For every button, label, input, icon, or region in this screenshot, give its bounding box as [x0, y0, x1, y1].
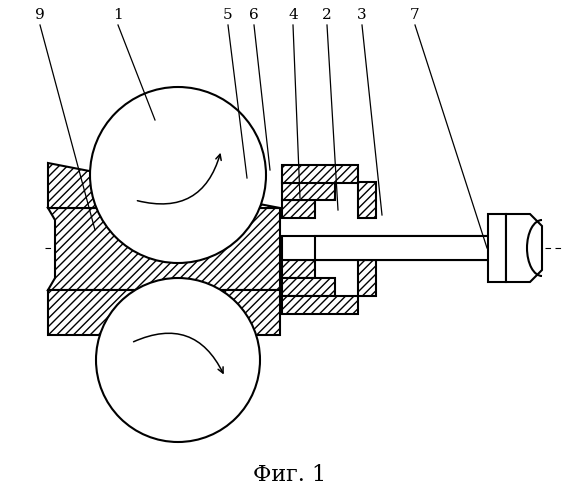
Polygon shape [506, 214, 542, 282]
Text: 7: 7 [410, 8, 420, 22]
Text: 2: 2 [322, 8, 332, 22]
Bar [358, 182, 376, 218]
Text: 5: 5 [223, 8, 233, 22]
Bar [282, 236, 490, 260]
Text: 4: 4 [288, 8, 298, 22]
Bar [315, 236, 490, 260]
Text: 1: 1 [113, 8, 123, 22]
Bar [282, 200, 315, 218]
Circle shape [96, 278, 260, 442]
Bar [282, 182, 335, 200]
Bar [282, 296, 358, 314]
Polygon shape [48, 290, 280, 335]
Polygon shape [48, 208, 280, 290]
Bar [358, 260, 376, 296]
Text: Фиг. 1: Фиг. 1 [254, 464, 327, 486]
Bar [488, 214, 506, 282]
Text: 6: 6 [249, 8, 259, 22]
Bar [282, 260, 315, 278]
Circle shape [90, 87, 266, 263]
Bar [282, 278, 335, 296]
Text: 9: 9 [35, 8, 45, 22]
Bar [282, 165, 358, 183]
Polygon shape [48, 163, 280, 208]
Text: 3: 3 [357, 8, 367, 22]
